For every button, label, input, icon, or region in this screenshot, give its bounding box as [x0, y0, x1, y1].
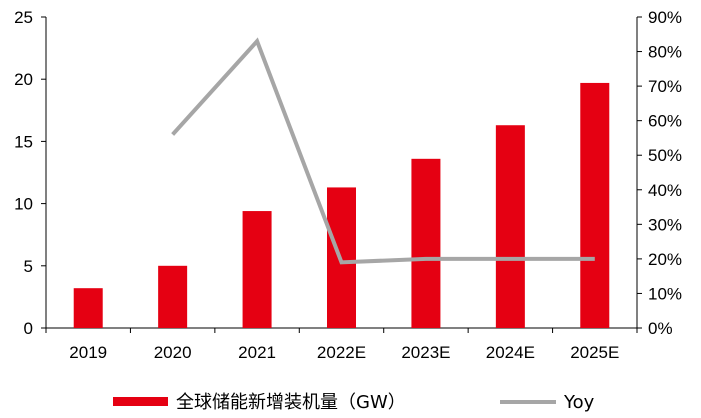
x-tick-label: 2024E: [486, 343, 535, 362]
y-left-tick-label: 15: [14, 132, 33, 151]
x-axis-labels: 2019 2020 2021 2022E 2023E 2024E 2025E: [69, 343, 619, 362]
y-right-tick-label: 50%: [648, 146, 682, 165]
y-right-tick-label: 60%: [648, 112, 682, 131]
y-right-tick-label: 30%: [648, 215, 682, 234]
y-right-tick-label: 90%: [648, 8, 682, 27]
bar: [73, 288, 103, 328]
y-left-tick-label: 5: [24, 257, 33, 276]
x-tick-label: 2025E: [570, 343, 619, 362]
y-right-tick-label: 70%: [648, 77, 682, 96]
axes: 0 5 10 15 20 25 0% 10% 20% 30% 40% 50% 60% 70% 80% 90%: [14, 8, 682, 338]
legend-swatch-bar: [113, 397, 168, 406]
x-tick-label: 2020: [154, 343, 192, 362]
x-tick-label: 2023E: [401, 343, 450, 362]
x-tick-label: 2019: [69, 343, 107, 362]
bar: [411, 158, 441, 328]
legend-label-line: Yoy: [563, 392, 595, 413]
line-series: [171, 37, 595, 265]
x-tick-label: 2021: [238, 343, 276, 362]
bar: [158, 265, 188, 328]
legend-label-bar: 全球储能新增装机量（GW）: [176, 392, 406, 413]
bar: [242, 211, 272, 328]
y-right-tick-label: 40%: [648, 181, 682, 200]
legend: 全球储能新增装机量（GW） Yoy: [113, 392, 595, 413]
x-tick-label: 2022E: [317, 343, 366, 362]
y-right-tick-label: 10%: [648, 284, 682, 303]
bar: [495, 125, 525, 328]
bar-series: [73, 82, 610, 328]
y-left-tick-label: 25: [14, 8, 33, 27]
y-left-tick-label: 10: [14, 195, 33, 214]
y-left-tick-label: 0: [24, 319, 33, 338]
y-right-tick-label: 20%: [648, 250, 682, 269]
yoy-line: [171, 37, 595, 265]
y-right-tick-label: 0%: [648, 319, 673, 338]
bar: [580, 82, 610, 328]
y-right-tick-label: 80%: [648, 43, 682, 62]
y-left-tick-label: 20: [14, 70, 33, 89]
